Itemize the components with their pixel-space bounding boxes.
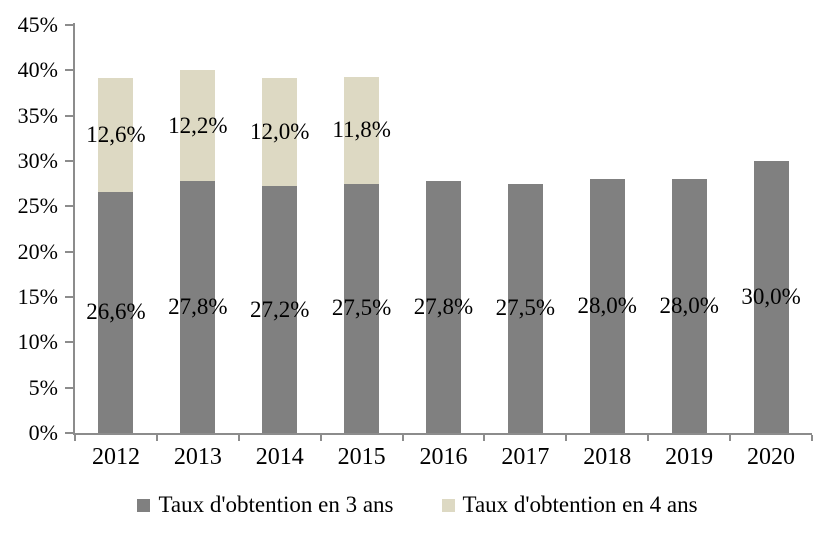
y-axis-label: 25% — [17, 193, 58, 219]
y-axis-label: 35% — [17, 102, 58, 128]
x-axis-label: 2018 — [583, 444, 632, 470]
bar-segment — [344, 183, 380, 433]
data-label: 12,2% — [168, 112, 228, 138]
y-tick — [65, 114, 73, 117]
legend-label: Taux d'obtention en 3 ans — [158, 492, 394, 517]
bar-segment — [262, 77, 298, 187]
x-tick — [483, 435, 486, 441]
legend-item: Taux d'obtention en 3 ans — [137, 492, 394, 518]
data-label: 27,5% — [495, 295, 556, 321]
bar-segment — [262, 186, 298, 433]
data-label: 11,8% — [332, 117, 391, 143]
bar-segment — [344, 76, 380, 184]
x-tick — [811, 435, 813, 441]
x-axis-label: 2013 — [173, 444, 222, 470]
y-axis-label: 0% — [28, 420, 58, 445]
y-axis-label: 5% — [28, 374, 58, 400]
y-tick — [65, 386, 73, 389]
x-tick — [155, 435, 158, 441]
x-axis-label: 2017 — [501, 444, 550, 470]
data-label: 30,0% — [741, 284, 801, 309]
data-label: 12,0% — [250, 118, 310, 144]
data-label: 27,2% — [250, 296, 310, 322]
y-axis-label: 15% — [17, 284, 58, 309]
data-label: 27,8% — [413, 293, 474, 319]
y-tick — [65, 296, 73, 298]
bar-segment — [426, 180, 461, 433]
legend-label: Taux d'obtention en 4 ans — [462, 492, 698, 517]
x-axis-label: 2020 — [747, 444, 796, 470]
bar-segment — [98, 77, 134, 192]
y-tick — [65, 250, 73, 253]
bar-segment — [507, 183, 543, 433]
legend: Taux d'obtention en 3 ans Taux d'obtentio… — [0, 492, 835, 518]
y-tick — [65, 69, 73, 72]
data-label: 26,6% — [86, 299, 146, 325]
x-tick — [729, 435, 732, 441]
x-axis-label: 2014 — [255, 444, 304, 470]
x-axis-label: 2015 — [337, 444, 386, 470]
y-tick — [65, 24, 73, 26]
y-axis-label: 30% — [17, 148, 58, 173]
bar-segment — [98, 191, 134, 433]
data-label: 12,6% — [86, 121, 146, 147]
y-axis-label: 20% — [17, 238, 58, 264]
y-axis-label: 10% — [17, 329, 58, 355]
y-axis-line — [73, 23, 75, 435]
x-axis-line — [73, 433, 812, 435]
bar-segment — [589, 179, 625, 433]
y-tick — [65, 160, 73, 162]
bar-segment — [671, 179, 707, 433]
y-tick — [65, 205, 73, 208]
legend-item: Taux d'obtention en 4 ans — [441, 492, 698, 518]
x-tick — [319, 435, 322, 441]
bar-segment — [180, 70, 216, 181]
x-axis-label: 2012 — [91, 444, 140, 470]
x-axis-label: 2016 — [419, 444, 468, 470]
x-axis-label: 2019 — [665, 444, 714, 470]
x-tick — [74, 435, 76, 441]
bar-segment — [753, 161, 789, 433]
x-tick — [237, 435, 240, 441]
data-label: 27,8% — [168, 293, 228, 319]
x-tick — [647, 435, 650, 441]
y-axis-label: 40% — [17, 57, 58, 83]
data-label: 28,0% — [659, 293, 719, 319]
y-axis-label: 45% — [17, 12, 58, 37]
data-label: 27,5% — [331, 295, 392, 321]
bar-segment — [180, 180, 216, 433]
legend-swatch-4-ans — [441, 498, 455, 512]
data-label: 28,0% — [577, 293, 637, 319]
x-tick — [401, 435, 404, 441]
x-tick — [565, 435, 568, 441]
legend-swatch-3-ans — [137, 498, 151, 512]
y-tick — [65, 341, 73, 344]
y-tick — [65, 432, 73, 434]
